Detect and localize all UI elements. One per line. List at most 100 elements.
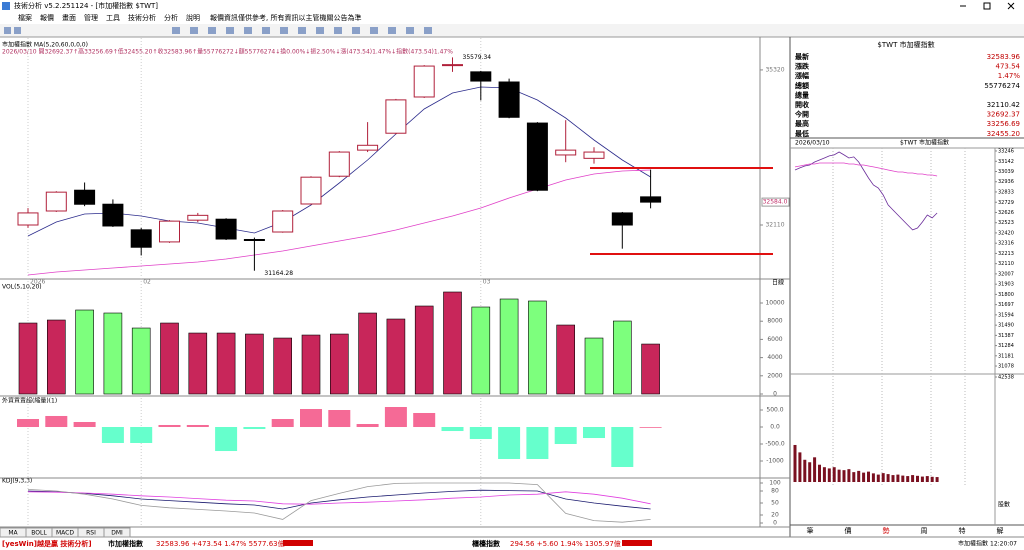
- tool-icon[interactable]: [14, 27, 21, 34]
- maximize-button[interactable]: [983, 2, 991, 10]
- tool-icon[interactable]: [208, 27, 216, 34]
- flow-bar: [73, 422, 96, 428]
- tab-label[interactable]: 價: [845, 526, 852, 535]
- window-title: 技術分析 v5.2.251124 - [市加權指數 $TWT]: [14, 1, 158, 10]
- flow-bar: [469, 427, 492, 440]
- candle-body: [385, 99, 407, 134]
- candle-body: [583, 151, 605, 159]
- status-bars: [283, 540, 313, 546]
- volume-bar: [471, 306, 491, 395]
- menu-item[interactable]: 畫面: [62, 13, 76, 22]
- quote-value: 55776274: [984, 82, 1020, 90]
- volume-bar: [499, 298, 519, 395]
- tool-icon[interactable]: [226, 27, 234, 34]
- tool-icon[interactable]: [172, 27, 180, 34]
- status-quote: 32583.96 +473.54 1.47% 5577.63億: [156, 539, 285, 548]
- intraday-volume-bar: [827, 468, 831, 482]
- tool-icon[interactable]: [298, 27, 306, 34]
- y-tick-label: 32110: [998, 261, 1014, 267]
- panel-title: KDJ(9,3,3): [2, 478, 32, 485]
- y-tick-label: 32936: [998, 179, 1014, 185]
- y-tick-label: 31800: [998, 292, 1014, 298]
- panel-title: VOL(5,10,20): [2, 284, 42, 291]
- candle-body: [17, 212, 39, 226]
- intraday-volume-bar: [901, 475, 905, 482]
- close-button[interactable]: [1007, 2, 1015, 10]
- tool-icon[interactable]: [4, 27, 11, 34]
- flow-bar: [45, 415, 68, 428]
- quote-label: 開收: [795, 100, 810, 109]
- intraday-volume-bar: [920, 476, 924, 482]
- y-tick-label: 32729: [998, 200, 1014, 206]
- flow-bar: [384, 407, 407, 428]
- volume-bar: [358, 312, 377, 395]
- candle-body: [300, 176, 322, 205]
- intraday-volume-bar: [925, 476, 929, 482]
- tab-label[interactable]: DMI: [111, 530, 123, 537]
- y-tick-label: 33246: [998, 148, 1014, 154]
- y-tick-label: 31594: [998, 312, 1014, 318]
- candle-body: [526, 122, 548, 191]
- quote-label: 最低: [795, 129, 809, 138]
- quote-label: 總量: [795, 90, 809, 99]
- flow-bar: [639, 427, 662, 428]
- toolbar-icons: [4, 27, 432, 34]
- y-tick-label: 31490: [998, 323, 1014, 329]
- candle-body: [45, 191, 67, 212]
- status-time: 12:20:07: [990, 541, 1017, 548]
- tab-label[interactable]: 解: [997, 526, 1004, 535]
- x-tick-label: 2026: [30, 279, 45, 286]
- tool-icon[interactable]: [244, 27, 252, 34]
- y-tick-label: 32110: [765, 222, 784, 229]
- menu-item[interactable]: 管理: [84, 13, 98, 22]
- tool-icon[interactable]: [370, 27, 378, 34]
- intraday-volume-bar: [896, 474, 900, 482]
- flow-bar: [328, 409, 351, 428]
- tool-icon[interactable]: [388, 27, 396, 34]
- menu-item[interactable]: 說明: [186, 13, 200, 22]
- status-index: 市加權指數: [958, 540, 988, 548]
- menu-item[interactable]: 報價: [40, 13, 54, 22]
- tab-label[interactable]: MACD: [56, 530, 74, 537]
- flow-bar: [526, 427, 549, 460]
- candle-body: [215, 218, 237, 240]
- quote-label: 最高: [795, 119, 809, 128]
- volume-bar: [75, 309, 94, 395]
- tool-icon[interactable]: [262, 27, 270, 34]
- tab-label[interactable]: 周: [921, 527, 928, 535]
- y-tick-label: 42538: [998, 375, 1014, 381]
- menu-item[interactable]: 工具: [106, 14, 120, 22]
- menu-item[interactable]: 分析: [164, 13, 178, 22]
- tool-icon[interactable]: [280, 27, 288, 34]
- menu-item[interactable]: 技術分析: [128, 13, 156, 22]
- high-label: 35579.34: [463, 54, 492, 61]
- tool-icon[interactable]: [424, 27, 432, 34]
- last-price-label: 32584.0: [763, 199, 788, 206]
- tool-icon[interactable]: [406, 27, 414, 34]
- tab-label[interactable]: RSI: [86, 530, 96, 537]
- x-tick-label: 02: [143, 279, 151, 286]
- tab[interactable]: [103, 527, 131, 538]
- flow-bar: [356, 424, 379, 428]
- candle-body: [272, 210, 294, 233]
- tool-icon[interactable]: [190, 27, 198, 34]
- volume-bar: [443, 291, 462, 395]
- tab-label[interactable]: 筆: [807, 526, 814, 535]
- y-tick-label: 32626: [998, 210, 1014, 216]
- tab-label[interactable]: BOLL: [31, 530, 47, 537]
- tab-label[interactable]: 特: [959, 526, 966, 535]
- y-tick-label: 100: [769, 480, 781, 487]
- volume-bar: [46, 319, 66, 395]
- tool-icon[interactable]: [352, 27, 360, 34]
- tool-icon[interactable]: [334, 27, 342, 34]
- intraday-volume-bar: [930, 476, 934, 482]
- tab-label[interactable]: 勢: [883, 526, 890, 535]
- flow-bar: [583, 427, 605, 439]
- tab-label[interactable]: MA: [8, 530, 18, 537]
- y-tick-label: 8000: [767, 318, 782, 325]
- volume-bar: [103, 312, 123, 395]
- tool-icon[interactable]: [316, 27, 324, 34]
- kdj-line: [27, 491, 651, 505]
- menu-item[interactable]: 檔案: [18, 13, 32, 22]
- quote-value: 32455.20: [987, 130, 1020, 138]
